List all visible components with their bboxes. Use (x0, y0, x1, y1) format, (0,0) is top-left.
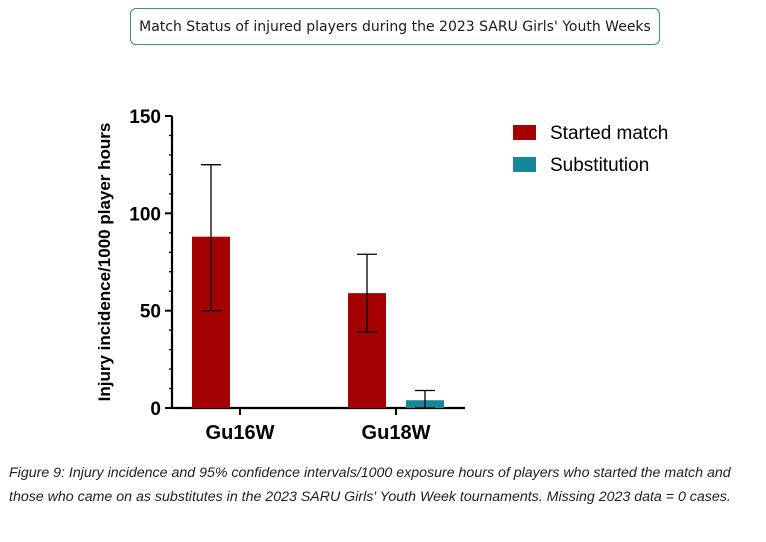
figure-caption: Figure 9: Injury incidence and 95% confi… (9, 465, 731, 505)
y-tick-label: 0 (150, 399, 161, 420)
chart-title: Match Status of injured players during t… (139, 18, 651, 35)
y-tick-label: 50 (140, 302, 161, 323)
y-axis-label: Injury incidence/1000 player hours (95, 123, 114, 402)
legend-swatch (513, 157, 536, 172)
legend-label: Substitution (550, 155, 649, 176)
bar-chart: 0 50 100 150 Injury incidence/1000 player ho… (95, 107, 668, 444)
x-tick-label: Gu16W (206, 422, 275, 444)
legend-swatch (513, 125, 536, 140)
y-tick-label: 100 (129, 204, 161, 225)
legend-label: Started match (550, 123, 668, 144)
y-tick-label: 150 (129, 107, 161, 128)
x-tick-label: Gu18W (362, 422, 431, 444)
chart-title-box: Match Status of injured players during t… (130, 8, 660, 45)
